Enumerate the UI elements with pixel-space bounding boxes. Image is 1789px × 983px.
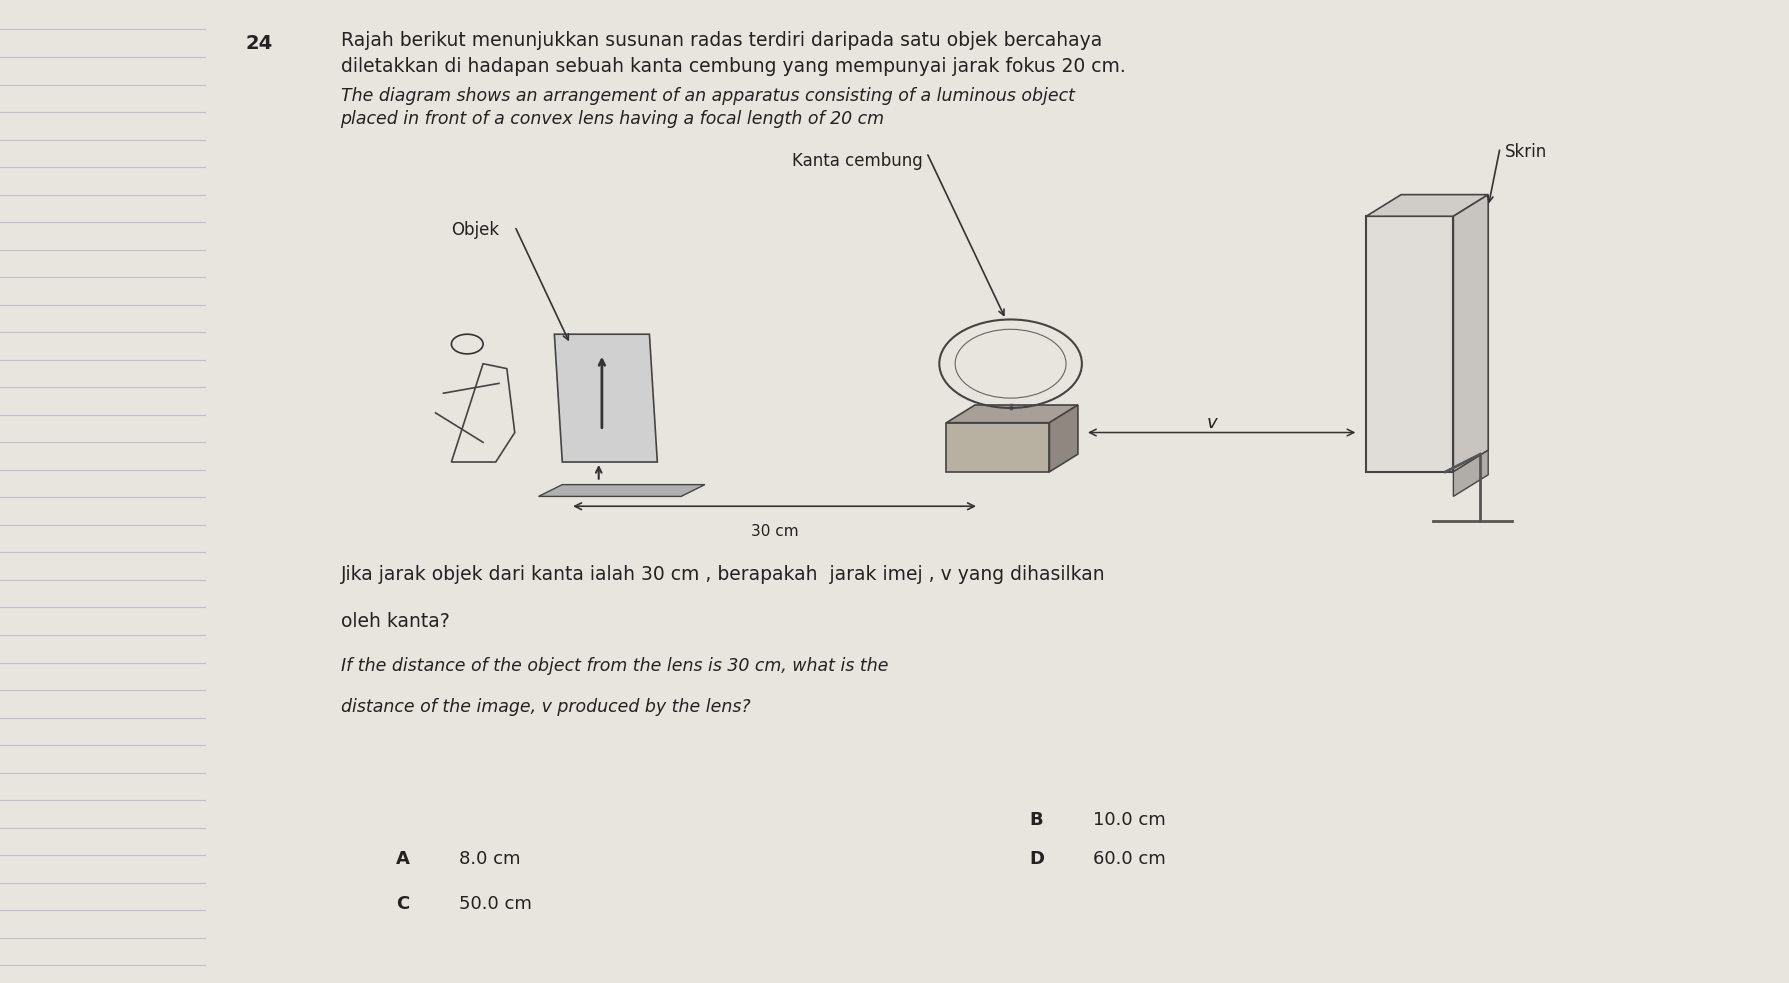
- Text: 10.0 cm: 10.0 cm: [1093, 811, 1165, 829]
- Text: oleh kanta?: oleh kanta?: [340, 612, 449, 631]
- Text: A: A: [395, 850, 410, 868]
- FancyBboxPatch shape: [946, 423, 1048, 472]
- Polygon shape: [1365, 195, 1487, 216]
- Polygon shape: [555, 334, 657, 462]
- Text: If the distance of the object from the lens is 30 cm, what is the: If the distance of the object from the l…: [340, 657, 887, 674]
- Text: 8.0 cm: 8.0 cm: [460, 850, 521, 868]
- Polygon shape: [1365, 216, 1453, 472]
- Text: Kanta cembung: Kanta cembung: [791, 152, 921, 170]
- Text: placed in front of a convex lens having a focal length of 20 cm: placed in front of a convex lens having …: [340, 110, 884, 128]
- Polygon shape: [946, 405, 1077, 423]
- Text: v: v: [1206, 414, 1217, 432]
- Text: The diagram shows an arrangement of an apparatus consisting of a luminous object: The diagram shows an arrangement of an a…: [340, 87, 1073, 104]
- Text: C: C: [395, 895, 410, 912]
- Text: diletakkan di hadapan sebuah kanta cembung yang mempunyai jarak fokus 20 cm.: diletakkan di hadapan sebuah kanta cembu…: [340, 57, 1125, 76]
- Text: distance of the image, v produced by the lens?: distance of the image, v produced by the…: [340, 698, 750, 716]
- Text: 30 cm: 30 cm: [750, 524, 798, 539]
- Text: Skrin: Skrin: [1505, 143, 1546, 160]
- Text: Jika jarak objek dari kanta ialah 30 cm , berapakah  jarak imej , v yang dihasil: Jika jarak objek dari kanta ialah 30 cm …: [340, 565, 1104, 584]
- Polygon shape: [1453, 450, 1487, 496]
- Text: 50.0 cm: 50.0 cm: [460, 895, 531, 912]
- Text: D: D: [1029, 850, 1045, 868]
- Polygon shape: [1453, 195, 1487, 472]
- Text: 24: 24: [245, 34, 272, 53]
- Polygon shape: [538, 485, 705, 496]
- Text: Rajah berikut menunjukkan susunan radas terdiri daripada satu objek bercahaya: Rajah berikut menunjukkan susunan radas …: [340, 31, 1102, 50]
- Polygon shape: [1048, 405, 1077, 472]
- Text: 60.0 cm: 60.0 cm: [1093, 850, 1165, 868]
- Text: B: B: [1029, 811, 1043, 829]
- Text: Objek: Objek: [451, 221, 499, 239]
